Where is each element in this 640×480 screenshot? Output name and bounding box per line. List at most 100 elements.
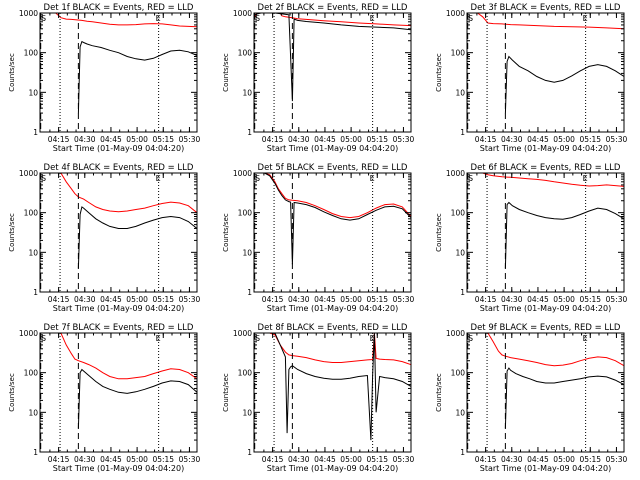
x-tick-label: 05:00 [340,295,362,304]
y-tick-label: 1 [247,288,252,297]
x-tick-label: 04:45 [100,135,122,144]
corner-label-e: E [370,334,375,343]
axes-frame [39,12,198,133]
y-tick-label: 10 [28,248,38,257]
axes-frame [253,172,412,293]
x-tick-label: 05:30 [606,295,628,304]
y-tick-label: 10 [455,248,465,257]
x-axis-label: Start Time (01-May-09 04:04:20) [267,464,398,473]
x-tick-label: 04:30 [74,455,96,464]
corner-label-e: E [583,334,588,343]
y-tick-label: 1000 [446,9,465,18]
y-axis-label: Counts/sec [8,53,16,92]
axes-frame [39,332,198,453]
axes-frame [39,172,198,293]
y-tick-label: 1000 [446,169,465,178]
x-tick-label: 05:15 [579,295,601,304]
panel-title: Det 2f BLACK = Events, RED = LLD [258,3,408,13]
x-tick-label: 05:30 [393,295,415,304]
y-tick-label: 1000 [19,169,38,178]
x-tick-label: 05:15 [579,135,601,144]
x-axis-label: Start Time (01-May-09 04:04:20) [267,144,398,153]
x-tick-label: 05:30 [606,455,628,464]
x-axis-label: Start Time (01-May-09 04:04:20) [480,304,611,313]
y-tick-label: 1 [247,448,252,457]
x-tick-label: 04:30 [288,295,310,304]
corner-label-e: E [370,174,375,183]
panel-title: Det 9f BLACK = Events, RED = LLD [471,323,621,333]
corner-label-s: S [41,14,46,23]
y-axis-label: Counts/sec [8,213,16,252]
x-tick-label: 05:30 [393,455,415,464]
x-tick-label: 04:15 [475,135,497,144]
x-tick-label: 04:15 [262,295,284,304]
x-tick-label: 05:00 [553,295,575,304]
y-tick-label: 100 [24,369,39,378]
axes-frame [466,332,625,453]
x-tick-label: 04:45 [100,295,122,304]
series-line-black [254,13,411,102]
y-tick-label: 1000 [233,169,252,178]
y-axis-label: Counts/sec [222,373,230,412]
x-tick-label: 05:30 [179,455,201,464]
y-tick-label: 1000 [446,329,465,338]
x-tick-label: 05:30 [606,135,628,144]
y-tick-label: 1 [33,288,38,297]
x-tick-label: 05:15 [152,135,174,144]
x-tick-label: 05:00 [340,135,362,144]
x-axis-label: Start Time (01-May-09 04:04:20) [267,304,398,313]
y-tick-label: 10 [242,248,252,257]
y-tick-label: 100 [238,369,253,378]
x-tick-label: 04:45 [314,295,336,304]
x-tick-label: 04:15 [475,295,497,304]
y-tick-label: 10 [455,88,465,97]
x-tick-label: 05:00 [126,295,148,304]
corner-label-s: S [41,334,46,343]
x-tick-label: 05:30 [179,135,201,144]
y-tick-label: 1 [33,128,38,137]
axes-frame [253,12,412,133]
y-tick-label: 100 [24,49,39,58]
corner-label-e: E [583,14,588,23]
y-tick-label: 10 [242,408,252,417]
panel-title: Det 7f BLACK = Events, RED = LLD [44,323,194,333]
x-tick-label: 05:15 [579,455,601,464]
panel-title: Det 6f BLACK = Events, RED = LLD [471,163,621,173]
x-tick-label: 05:00 [126,135,148,144]
corner-label-e: E [156,174,161,183]
x-tick-label: 04:15 [48,135,70,144]
x-tick-label: 04:45 [314,455,336,464]
x-tick-label: 05:30 [179,295,201,304]
corner-label-e: E [583,174,588,183]
x-tick-label: 04:45 [527,455,549,464]
corner-label-s: S [255,14,260,23]
x-tick-label: 05:30 [393,135,415,144]
series-line-black [504,367,624,429]
y-tick-label: 1000 [19,329,38,338]
y-tick-label: 10 [28,88,38,97]
corner-label-e: E [156,334,161,343]
panel-title: Det 5f BLACK = Events, RED = LLD [258,163,408,173]
series-line-red [254,13,411,27]
y-tick-label: 1 [33,448,38,457]
panel-title: Det 8f BLACK = Events, RED = LLD [258,323,408,333]
x-tick-label: 04:15 [48,455,70,464]
x-tick-label: 04:15 [48,295,70,304]
series-line-black [254,173,411,265]
series-line-red [40,333,197,380]
series-line-black [504,55,624,114]
x-tick-label: 05:15 [152,295,174,304]
y-tick-label: 1000 [19,9,38,18]
x-tick-label: 05:00 [553,455,575,464]
panel-title: Det 3f BLACK = Events, RED = LLD [471,3,621,13]
y-axis-label: Counts/sec [222,53,230,92]
y-tick-label: 1 [460,128,465,137]
x-tick-label: 05:00 [126,455,148,464]
series-line-red [467,13,624,30]
corner-label-s: S [468,14,473,23]
